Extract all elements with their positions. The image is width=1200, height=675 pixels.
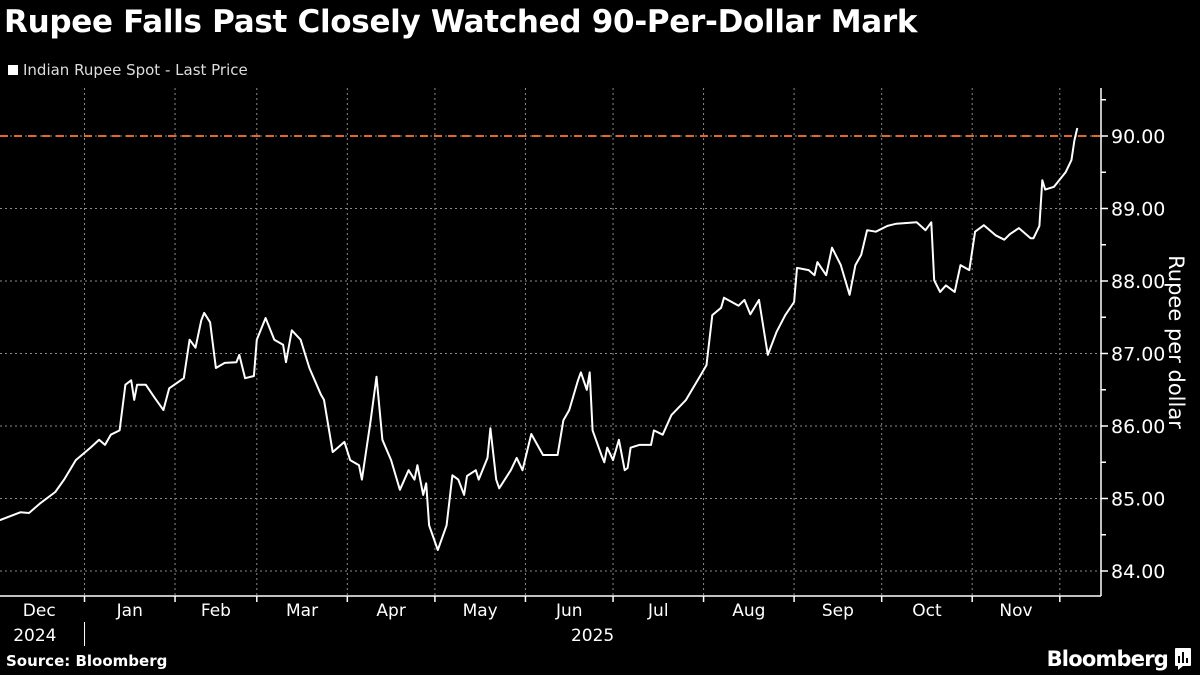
bloomberg-logo: Bloomberg	[1047, 647, 1192, 671]
x-tick-label-apr: Apr	[376, 601, 405, 621]
brand-name: Bloomberg	[1046, 647, 1169, 671]
y-tick-label: 85.00	[1111, 489, 1165, 511]
x-tick-label-nov: Nov	[999, 601, 1032, 621]
x-tick-label-jan: Jan	[116, 601, 143, 621]
x-tick-label-mar: Mar	[286, 601, 318, 621]
x-tick-label-feb: Feb	[201, 601, 231, 621]
x-tick-label-may: May	[463, 601, 498, 621]
series-line-rupee-spot	[0, 127, 1079, 551]
x-tick-label-jun: Jun	[555, 601, 583, 621]
y-tick-label: 89.00	[1111, 199, 1165, 221]
x-tick-label-aug: Aug	[732, 601, 765, 621]
legend-label: Indian Rupee Spot - Last Price	[23, 61, 248, 79]
chart-title: Rupee Falls Past Closely Watched 90-Per-…	[4, 4, 918, 40]
legend: Indian Rupee Spot - Last Price	[8, 61, 248, 79]
year-label-2025: 2025	[571, 626, 614, 646]
y-tick-label: 90.00	[1111, 126, 1165, 148]
y-tick-label: 87.00	[1111, 344, 1165, 366]
y-tick-label: 84.00	[1111, 561, 1165, 583]
y-tick-label: 86.00	[1111, 416, 1165, 438]
source-note: Source: Bloomberg	[6, 652, 168, 670]
legend-swatch	[8, 65, 18, 75]
x-tick-label-jul: Jul	[647, 601, 669, 621]
x-tick-label-sep: Sep	[822, 601, 854, 621]
x-tick-label-dec: Dec	[23, 601, 56, 621]
x-tick-label-oct: Oct	[912, 601, 942, 621]
y-axis-label: Rupee per dollar	[1164, 255, 1188, 429]
bloomberg-chat-icon	[1175, 648, 1191, 670]
y-tick-label: 88.00	[1111, 271, 1165, 293]
year-label-2024: 2024	[13, 626, 56, 646]
